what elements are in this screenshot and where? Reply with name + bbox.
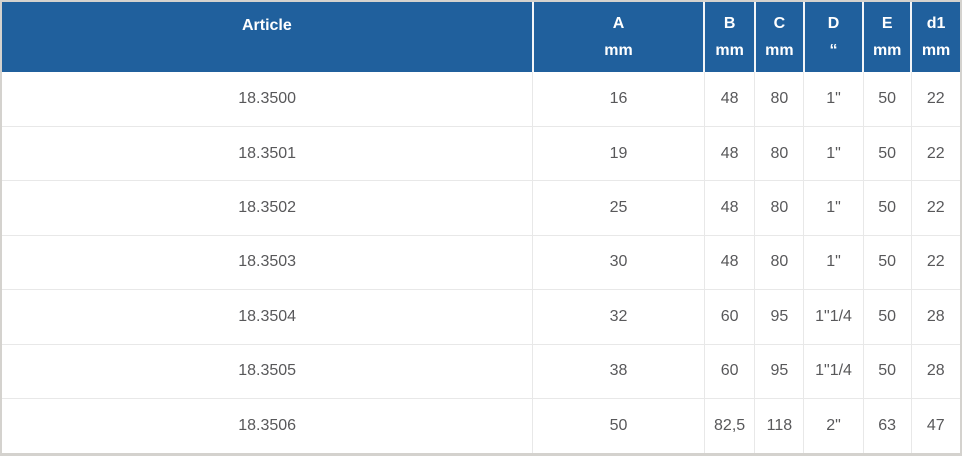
column-header-article: Article — [2, 2, 534, 72]
article-cell: 18.3504 — [2, 289, 534, 345]
value-cell: 22 — [911, 125, 960, 181]
column-header-unit: mm — [921, 41, 951, 59]
value-cell: 80 — [754, 125, 805, 181]
value-cell: 95 — [754, 343, 805, 399]
value-cell: 22 — [911, 234, 960, 290]
value-cell: 118 — [754, 398, 805, 453]
column-header-a: A mm — [532, 2, 706, 72]
table-header: Article A mm B mm C mm D “ E mm d1 mm — [2, 2, 960, 72]
value-cell: 48 — [704, 234, 756, 290]
value-cell: 50 — [863, 343, 912, 399]
column-header-d1: d1 mm — [911, 2, 960, 72]
column-header-unit: mm — [715, 41, 744, 59]
article-cell: 18.3506 — [2, 398, 534, 453]
value-cell: 25 — [532, 180, 705, 236]
column-header-label: C — [773, 14, 786, 32]
table-row: 18.3504 32 60 95 1"1/4 50 28 — [2, 289, 960, 345]
value-cell: 80 — [754, 234, 805, 290]
column-header-label: E — [881, 14, 893, 32]
column-header-unit: “ — [829, 41, 838, 59]
article-cell: 18.3500 — [2, 72, 534, 127]
table-row: 18.3501 19 48 80 1" 50 22 — [2, 125, 960, 181]
value-cell: 82,5 — [704, 398, 756, 453]
article-cell: 18.3505 — [2, 343, 534, 399]
column-header-label: A — [612, 14, 625, 32]
value-cell: 19 — [532, 125, 705, 181]
value-cell: 95 — [754, 289, 805, 345]
value-cell: 60 — [704, 289, 756, 345]
column-header-label: B — [723, 14, 736, 32]
value-cell: 38 — [532, 343, 705, 399]
value-cell: 48 — [704, 72, 756, 127]
value-cell: 28 — [911, 343, 960, 399]
header-row: Article A mm B mm C mm D “ E mm d1 mm — [2, 2, 960, 72]
article-cell: 18.3502 — [2, 180, 534, 236]
value-cell: 63 — [863, 398, 912, 453]
value-cell: 22 — [911, 180, 960, 236]
value-cell: 80 — [754, 72, 805, 127]
value-cell: 1"1/4 — [803, 343, 864, 399]
value-cell: 50 — [863, 234, 912, 290]
value-cell: 1"1/4 — [803, 289, 864, 345]
column-header-c: C mm — [754, 2, 805, 72]
value-cell: 28 — [911, 289, 960, 345]
table-body: 18.3500 16 48 80 1" 50 22 18.3501 19 48 80 1" 50 2… — [2, 72, 960, 453]
table-row: 18.3502 25 48 80 1" 50 22 — [2, 180, 960, 236]
value-cell: 47 — [911, 398, 960, 453]
column-header-unit: mm — [872, 41, 902, 59]
table-row: 18.3503 30 48 80 1" 50 22 — [2, 234, 960, 290]
value-cell: 60 — [704, 343, 756, 399]
value-cell: 2" — [803, 398, 864, 453]
value-cell: 50 — [863, 72, 912, 127]
article-cell: 18.3503 — [2, 234, 534, 290]
value-cell: 1" — [803, 234, 864, 290]
value-cell: 50 — [863, 289, 912, 345]
value-cell: 22 — [911, 72, 960, 127]
table-row: 18.3500 16 48 80 1" 50 22 — [2, 72, 960, 127]
column-header-e: E mm — [863, 2, 913, 72]
article-cell: 18.3501 — [2, 125, 534, 181]
value-cell: 48 — [704, 180, 756, 236]
value-cell: 32 — [532, 289, 705, 345]
column-header-label: Article — [241, 16, 292, 34]
column-header-b: B mm — [704, 2, 756, 72]
column-header-unit: mm — [604, 41, 633, 59]
value-cell: 30 — [532, 234, 705, 290]
value-cell: 1" — [803, 125, 864, 181]
table-row: 18.3506 50 82,5 118 2" 63 47 — [2, 398, 960, 453]
table-row: 18.3505 38 60 95 1"1/4 50 28 — [2, 343, 960, 399]
value-cell: 1" — [803, 180, 864, 236]
column-header-label: d1 — [926, 14, 946, 32]
value-cell: 16 — [532, 72, 705, 127]
value-cell: 50 — [863, 180, 912, 236]
value-cell: 1" — [803, 72, 864, 127]
column-header-label: D — [827, 14, 840, 32]
value-cell: 50 — [863, 125, 912, 181]
column-header-unit: mm — [765, 41, 794, 59]
column-header-d: D “ — [803, 2, 865, 72]
value-cell: 80 — [754, 180, 805, 236]
value-cell: 50 — [532, 398, 705, 453]
value-cell: 48 — [704, 125, 756, 181]
column-header-unit — [2, 45, 532, 57]
